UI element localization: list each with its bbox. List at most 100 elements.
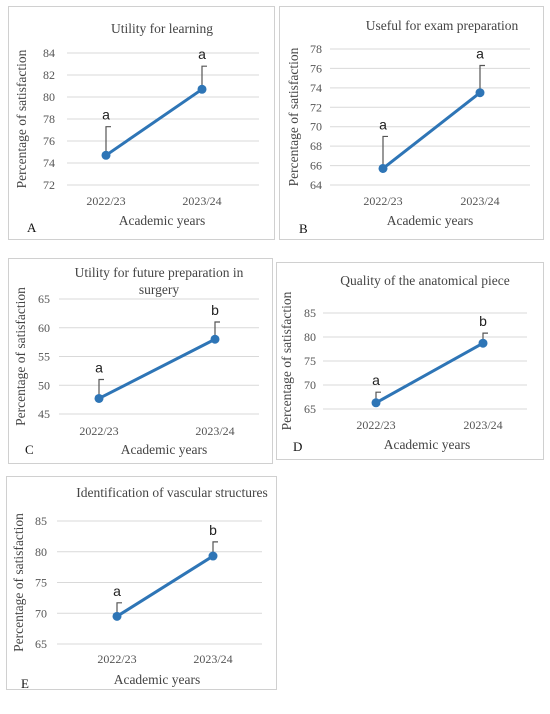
panel-label: C [25, 442, 34, 457]
significance-label: a [379, 116, 387, 132]
series-line [97, 337, 217, 400]
chart-title: Identification of vascular structures [76, 485, 268, 500]
error-bar [212, 541, 218, 557]
y-tick-label: 65 [38, 292, 50, 306]
y-tick-label: 80 [35, 545, 47, 559]
y-tick-label: 82 [43, 68, 55, 82]
data-point [101, 150, 111, 160]
chart-panel-c: 45 50 55 60 65 Utility for future preparation… [8, 258, 273, 464]
error-bar [382, 135, 388, 169]
y-tick-label: 64 [310, 178, 322, 192]
panel-label: D [293, 439, 302, 454]
y-tick-label: 55 [38, 350, 50, 364]
y-tick-label: 70 [310, 120, 322, 134]
series-line [104, 87, 204, 157]
data-point [210, 334, 220, 344]
data-point [478, 338, 488, 348]
x-tick-label: 2022/23 [86, 194, 125, 208]
series-line [374, 341, 485, 405]
significance-label: a [113, 583, 121, 599]
x-axis-label: Academic years [119, 213, 206, 228]
error-bar [201, 65, 207, 90]
y-tick-label: 70 [35, 606, 47, 620]
chart-panel-b: 64 66 68 70 72 74 76 78 Useful for exam preparat… [279, 6, 544, 240]
error-bar [214, 321, 220, 340]
y-tick-label: 85 [35, 514, 47, 528]
chart-svg-d: 65 70 75 80 85 Quality of the anatomical piec… [279, 273, 527, 454]
chart-svg-c: 45 50 55 60 65 Utility for future preparation… [13, 265, 259, 457]
significance-label: a [198, 46, 206, 62]
chart-title: Useful for exam preparation [366, 18, 519, 33]
y-tick-label: 84 [43, 46, 55, 60]
x-tick-label: 2023/24 [193, 652, 232, 666]
data-point [378, 163, 388, 173]
x-axis-label: Academic years [387, 213, 474, 228]
y-tick-label: 68 [310, 139, 322, 153]
y-tick-label: 72 [310, 100, 322, 114]
significance-label: b [479, 313, 487, 329]
chart-svg-e: 65 70 75 80 85 Identification of vascular str… [11, 485, 268, 691]
y-tick-label: 75 [304, 354, 316, 368]
x-axis-label: Academic years [384, 437, 471, 452]
y-axis-label: Percentage of satisfaction [11, 513, 26, 652]
y-tick-label: 80 [304, 330, 316, 344]
error-bar [98, 378, 104, 399]
y-tick-label: 76 [310, 61, 322, 75]
y-tick-label: 66 [310, 159, 322, 173]
y-axis-label: Percentage of satisfaction [279, 291, 294, 430]
chart-title: Quality of the anatomical piece [340, 273, 509, 288]
series-line [381, 91, 482, 170]
y-tick-label: 65 [304, 402, 316, 416]
panel-label: E [21, 676, 29, 691]
significance-label: b [209, 522, 217, 538]
series-line [115, 554, 215, 618]
y-tick-label: 74 [310, 81, 322, 95]
significance-label: a [102, 107, 110, 123]
panel-label: A [27, 220, 37, 235]
data-point [208, 551, 218, 561]
chart-svg-a: 72 74 76 78 80 82 84 Utility for learning 2022/2… [14, 21, 259, 235]
x-tick-label: 2023/24 [463, 418, 502, 432]
chart-title: Utility for future preparation in surgery [75, 265, 244, 297]
data-point [112, 611, 122, 621]
y-axis-label: Percentage of satisfaction [13, 287, 28, 426]
y-tick-label: 50 [38, 378, 50, 392]
y-tick-label: 76 [43, 134, 55, 148]
y-tick-label: 72 [43, 178, 55, 192]
error-bar [116, 602, 122, 617]
x-tick-label: 2022/23 [79, 424, 118, 438]
y-tick-label: 45 [38, 407, 50, 421]
x-tick-label: 2022/23 [97, 652, 136, 666]
significance-label: a [476, 46, 484, 62]
x-tick-label: 2023/24 [182, 194, 221, 208]
x-axis-label: Academic years [114, 672, 201, 687]
y-tick-label: 80 [43, 90, 55, 104]
error-bar [479, 64, 485, 93]
chart-panel-d: 65 70 75 80 85 Quality of the anatomical piec… [276, 262, 544, 460]
data-point [94, 393, 104, 403]
y-tick-label: 70 [304, 378, 316, 392]
y-tick-label: 74 [43, 156, 55, 170]
x-tick-label: 2022/23 [363, 194, 402, 208]
chart-svg-b: 64 66 68 70 72 74 76 78 Useful for exam preparat… [286, 18, 530, 236]
panel-label: B [299, 221, 308, 236]
chart-panel-a: 72 74 76 78 80 82 84 Utility for learning 2022/2… [8, 6, 275, 240]
data-point [475, 88, 485, 98]
error-bar [105, 126, 111, 156]
y-tick-label: 65 [35, 637, 47, 651]
chart-panel-e: 65 70 75 80 85 Identification of vascular str… [6, 476, 277, 691]
significance-label: b [211, 302, 219, 318]
y-tick-label: 78 [43, 112, 55, 126]
x-tick-label: 2023/24 [195, 424, 234, 438]
y-tick-label: 75 [35, 576, 47, 590]
significance-label: a [372, 372, 380, 388]
chart-title: Utility for learning [111, 21, 213, 36]
y-tick-label: 60 [38, 321, 50, 335]
significance-label: a [95, 360, 103, 376]
data-point [371, 398, 381, 408]
x-tick-label: 2023/24 [460, 194, 499, 208]
data-point [197, 84, 207, 94]
y-tick-label: 85 [304, 306, 316, 320]
x-tick-label: 2022/23 [356, 418, 395, 432]
y-axis-label: Percentage of satisfaction [14, 49, 29, 188]
